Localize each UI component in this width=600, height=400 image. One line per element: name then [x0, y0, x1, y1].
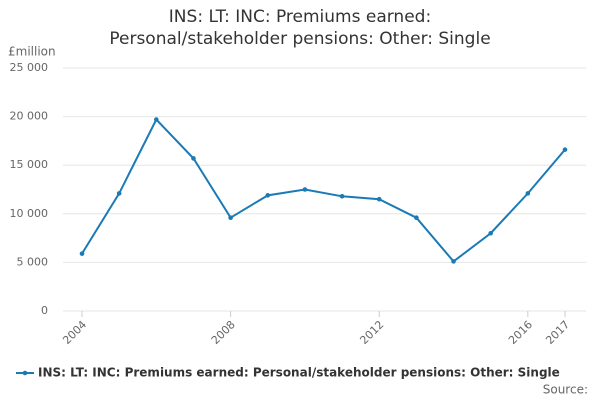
y-tick-label: 15 000 — [10, 158, 49, 171]
point — [228, 215, 233, 220]
point — [562, 147, 568, 152]
point — [302, 187, 308, 192]
point — [191, 156, 196, 161]
point — [414, 215, 419, 220]
point — [451, 259, 456, 264]
source: Source: — [543, 383, 588, 397]
chart-title: INS: LT: INC: Premiums earned: Personal/… — [109, 7, 491, 49]
x-tick-label: 2012 — [357, 318, 386, 347]
legend-label: INS: LT: INC: Premiums earned: Personal/… — [38, 366, 560, 380]
point — [525, 191, 531, 196]
y-tick-label: 20 000 — [10, 110, 49, 123]
y-tick-label: 10 000 — [10, 207, 49, 220]
point — [376, 196, 382, 202]
x-tick-label: 2017 — [543, 318, 572, 347]
point — [488, 230, 493, 236]
y-tick-label: 25 000 — [10, 61, 49, 74]
x-tick-label: 2008 — [209, 318, 238, 347]
x-tick-label: 2016 — [506, 318, 535, 347]
y-axis-label: £million — [8, 45, 56, 59]
point — [116, 191, 122, 196]
y-tick-label: 5 000 — [17, 255, 49, 268]
point — [265, 193, 271, 198]
point — [339, 194, 345, 199]
y-tick-label: 0 — [41, 304, 48, 317]
x-tick-label: 2004 — [60, 318, 89, 347]
point — [79, 251, 85, 256]
point — [154, 117, 159, 122]
legend-marker — [22, 370, 28, 376]
series-line — [81, 117, 566, 263]
